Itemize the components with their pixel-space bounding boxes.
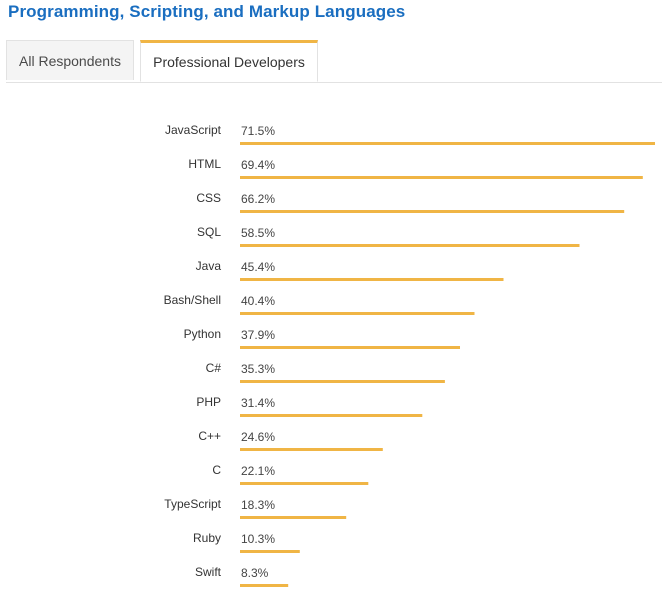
category-label: SQL (197, 225, 221, 239)
category-label: Ruby (193, 531, 221, 545)
value-label: 40.4% (241, 294, 275, 308)
bar (240, 482, 369, 485)
value-label: 18.3% (241, 498, 275, 512)
value-label: 8.3% (241, 566, 269, 580)
category-label: Java (196, 259, 222, 273)
category-label: CSS (196, 191, 221, 205)
bar (240, 142, 655, 145)
bar (240, 346, 460, 349)
value-label: 69.4% (241, 158, 275, 172)
page-title: Programming, Scripting, and Markup Langu… (8, 2, 406, 21)
tab-bar: All Respondents Professional Developers (6, 40, 662, 83)
bar (240, 244, 580, 247)
category-label: TypeScript (164, 497, 221, 511)
bar (240, 210, 625, 213)
bar (240, 312, 475, 315)
value-label: 24.6% (241, 430, 275, 444)
tab-all-respondents[interactable]: All Respondents (6, 40, 134, 80)
bar (240, 380, 445, 383)
value-label: 31.4% (241, 396, 275, 410)
tab-professional-developers[interactable]: Professional Developers (140, 40, 318, 82)
bar (240, 176, 643, 179)
category-label: PHP (196, 395, 221, 409)
value-label: 45.4% (241, 260, 275, 274)
category-label: C++ (198, 429, 221, 443)
category-label: HTML (188, 157, 221, 171)
category-label: Swift (195, 565, 222, 579)
category-label: C (212, 463, 221, 477)
value-label: 71.5% (241, 124, 275, 138)
bar (240, 414, 423, 417)
bar (240, 550, 300, 553)
bar (240, 516, 347, 519)
bar (240, 278, 504, 281)
bar (240, 448, 383, 451)
bar (240, 584, 289, 587)
category-label: Bash/Shell (164, 293, 221, 307)
category-label: Python (184, 327, 221, 341)
value-label: 37.9% (241, 328, 275, 342)
value-label: 22.1% (241, 464, 275, 478)
category-label: C# (206, 361, 222, 375)
value-label: 35.3% (241, 362, 275, 376)
category-label: JavaScript (165, 123, 222, 137)
value-label: 58.5% (241, 226, 275, 240)
value-label: 10.3% (241, 532, 275, 546)
value-label: 66.2% (241, 192, 275, 206)
